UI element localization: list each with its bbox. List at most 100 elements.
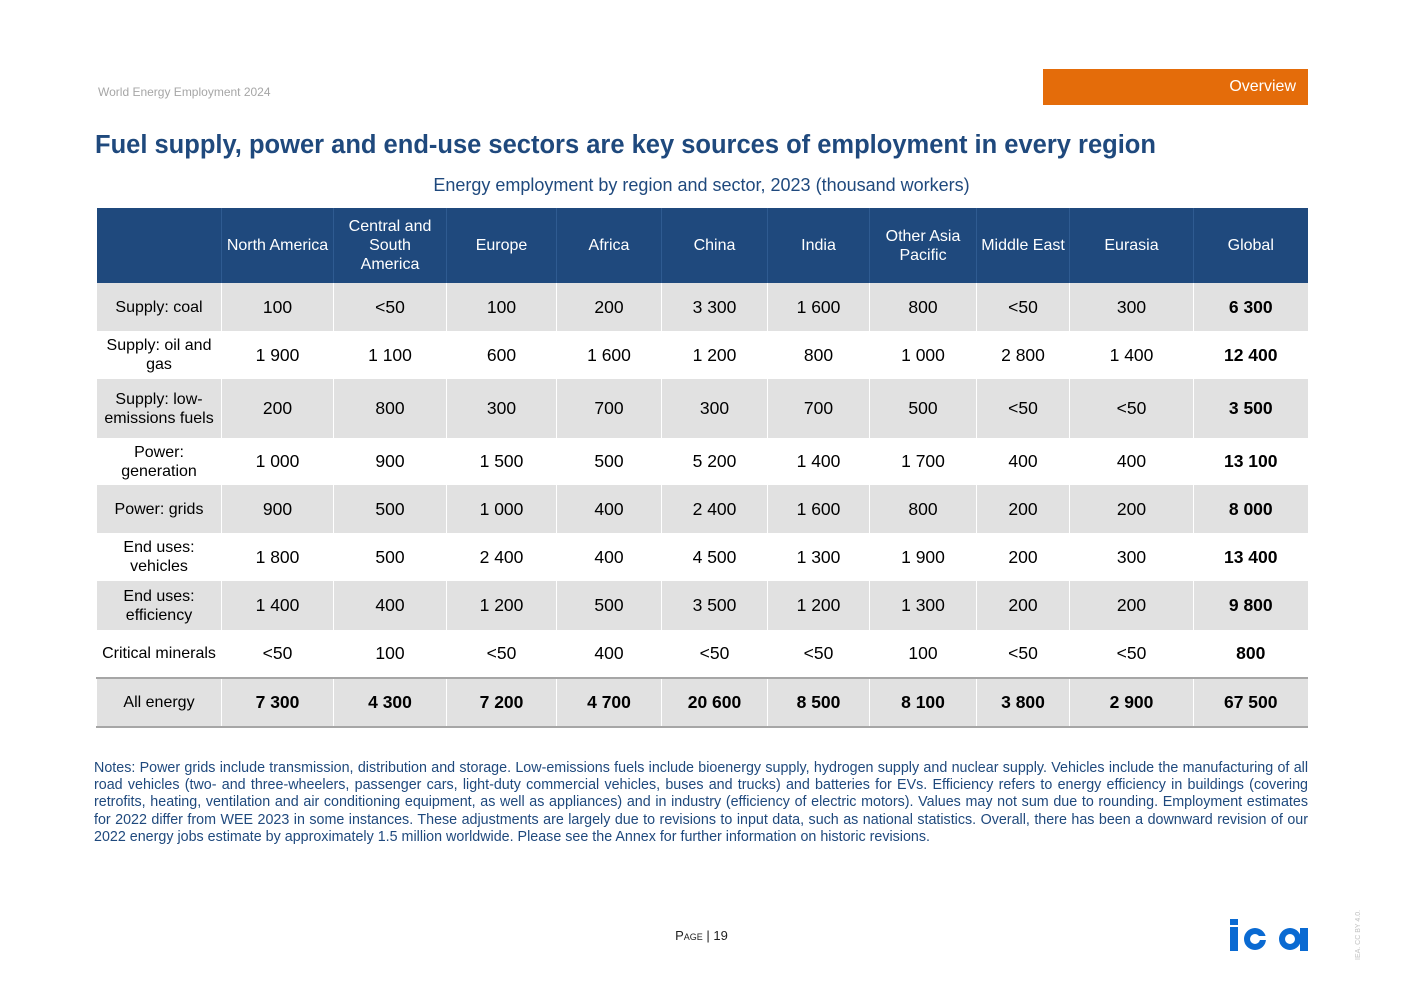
table-cell: 400: [556, 485, 662, 533]
table-cell: 2 800: [976, 331, 1070, 379]
table-cell: 500: [869, 379, 977, 438]
table-cell: 200: [1069, 581, 1194, 630]
table-cell: 1 300: [869, 581, 977, 630]
table-cell: 800: [869, 283, 977, 331]
table-notes: Notes: Power grids include transmission,…: [94, 760, 1308, 845]
table-cell: 200: [556, 283, 662, 331]
table-cell: 1 500: [446, 438, 557, 485]
page-number-value: 19: [713, 928, 728, 943]
table-cell: 100: [446, 283, 557, 331]
row-label: Power: grids: [96, 485, 222, 533]
table-cell: 1 100: [333, 331, 447, 379]
table-cell: 2 400: [446, 533, 557, 581]
table-cell: <50: [446, 630, 557, 678]
table-cell: 1 900: [221, 331, 334, 379]
employment-table: North America Central and South America …: [96, 208, 1308, 728]
table-cell: <50: [767, 630, 870, 678]
table-cell: 7 300: [221, 677, 334, 728]
section-tag: Overview: [1043, 69, 1308, 105]
table-cell: 600: [446, 331, 557, 379]
table-cell: 300: [1069, 283, 1194, 331]
table-cell: 100: [333, 630, 447, 678]
col-header: Europe: [446, 208, 557, 283]
table-cell: 400: [333, 581, 447, 630]
col-header: Eurasia: [1069, 208, 1194, 283]
table-cell: 400: [1069, 438, 1194, 485]
table-cell: 300: [1069, 533, 1194, 581]
table-cell: 800: [333, 379, 447, 438]
page-label: Page: [675, 928, 703, 943]
global-cell: 8 000: [1193, 485, 1308, 533]
table-cell: 200: [976, 485, 1070, 533]
total-row: All energy 7 300 4 300 7 200 4 700 20 60…: [96, 677, 1308, 728]
iea-logo: [1230, 919, 1308, 951]
table-cell: <50: [333, 283, 447, 331]
table-row: Supply: low-emissions fuels 200 800 300 …: [96, 379, 1308, 438]
col-header: North America: [221, 208, 334, 283]
global-cell: 3 500: [1193, 379, 1308, 438]
col-header: China: [661, 208, 768, 283]
table-cell: 500: [556, 438, 662, 485]
table-row: End uses: vehicles 1 800 500 2 400 400 4…: [96, 533, 1308, 581]
table-cell: 1 600: [556, 331, 662, 379]
table-cell: 1 400: [221, 581, 334, 630]
table-cell: <50: [661, 630, 768, 678]
table-row: End uses: efficiency 1 400 400 1 200 500…: [96, 581, 1308, 630]
report-title: World Energy Employment 2024: [98, 85, 271, 99]
table-cell: 700: [767, 379, 870, 438]
table-cell: 20 600: [661, 677, 768, 728]
table-cell: 7 200: [446, 677, 557, 728]
table-cell: 1 900: [869, 533, 977, 581]
table-cell: 3 300: [661, 283, 768, 331]
row-label: All energy: [96, 677, 222, 728]
table-cell: 4 500: [661, 533, 768, 581]
table-cell: 1 800: [221, 533, 334, 581]
col-header: India: [767, 208, 870, 283]
table-cell: 400: [556, 630, 662, 678]
col-header: Global: [1193, 208, 1308, 283]
row-label: Critical minerals: [96, 630, 222, 678]
table-cell: 1 200: [446, 581, 557, 630]
table-cell: <50: [976, 630, 1070, 678]
global-cell: 13 400: [1193, 533, 1308, 581]
table-cell: 500: [556, 581, 662, 630]
table-cell: 800: [869, 485, 977, 533]
table-cell: 4 300: [333, 677, 447, 728]
table-cell: 2 400: [661, 485, 768, 533]
global-cell: 800: [1193, 630, 1308, 678]
table-cell: 900: [333, 438, 447, 485]
col-header: Other Asia Pacific: [869, 208, 977, 283]
table-cell: 1 200: [767, 581, 870, 630]
row-label: Power: generation: [96, 438, 222, 485]
row-label: Supply: coal: [96, 283, 222, 331]
table-cell: <50: [976, 283, 1070, 331]
table-row: Supply: oil and gas 1 900 1 100 600 1 60…: [96, 331, 1308, 379]
row-label: End uses: efficiency: [96, 581, 222, 630]
table-cell: 400: [976, 438, 1070, 485]
table-cell: 300: [661, 379, 768, 438]
col-header: Africa: [556, 208, 662, 283]
table-cell: 300: [446, 379, 557, 438]
table-row: Supply: coal 100 <50 100 200 3 300 1 600…: [96, 283, 1308, 331]
table-cell: 200: [976, 581, 1070, 630]
row-label: Supply: oil and gas: [96, 331, 222, 379]
table-cell: 500: [333, 485, 447, 533]
table-cell: 8 100: [869, 677, 977, 728]
table-cell: 3 500: [661, 581, 768, 630]
table-cell: 100: [869, 630, 977, 678]
table-cell: 1 600: [767, 283, 870, 331]
table-cell: 3 800: [976, 677, 1070, 728]
table-row: Power: generation 1 000 900 1 500 500 5 …: [96, 438, 1308, 485]
table-cell: 200: [976, 533, 1070, 581]
page-title: Fuel supply, power and end-use sectors a…: [95, 131, 1156, 159]
table-cell: 200: [1069, 485, 1194, 533]
table-cell: 1 700: [869, 438, 977, 485]
table-cell: 1 000: [446, 485, 557, 533]
table-row: Power: grids 900 500 1 000 400 2 400 1 6…: [96, 485, 1308, 533]
table-cell: <50: [1069, 379, 1194, 438]
page-number: Page | 19: [0, 928, 1403, 943]
table-cell: 1 400: [767, 438, 870, 485]
license-text: IEA. CC BY 4.0.: [1355, 909, 1362, 960]
table-cell: 5 200: [661, 438, 768, 485]
global-cell: 6 300: [1193, 283, 1308, 331]
